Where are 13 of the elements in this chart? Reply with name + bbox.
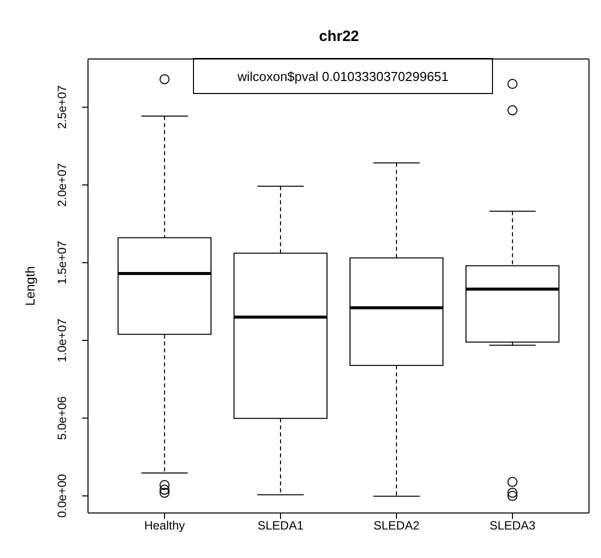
y-tick-label: 1.5e+07: [55, 240, 69, 285]
y-tick-label: 5.0e+06: [55, 396, 69, 440]
x-tick-label: SLEDA1: [258, 518, 304, 533]
y-tick-label: 2.0e+07: [55, 162, 69, 207]
y-tick-label: 0.0e+00: [55, 474, 69, 518]
x-tick-label: SLEDA2: [373, 518, 420, 533]
y-tick-label: 2.5e+07: [55, 85, 69, 130]
note-box: wilcoxon$pval 0.0103330370299651: [193, 58, 493, 94]
x-tick-label: Healthy: [144, 518, 185, 533]
y-axis-title: Length: [22, 266, 38, 306]
x-tick-label: SLEDA3: [489, 518, 536, 533]
y-tick-label: 1.0e+07: [55, 318, 69, 362]
chart-title: chr22: [318, 28, 360, 45]
